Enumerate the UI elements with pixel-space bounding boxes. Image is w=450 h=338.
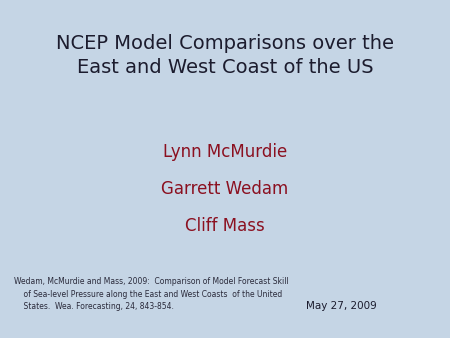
Text: May 27, 2009: May 27, 2009 — [306, 301, 377, 311]
Text: Cliff Mass: Cliff Mass — [185, 217, 265, 236]
Text: Wedam, McMurdie and Mass, 2009:  Comparison of Model Forecast Skill
    of Sea-l: Wedam, McMurdie and Mass, 2009: Comparis… — [14, 277, 288, 311]
Text: NCEP Model Comparisons over the
East and West Coast of the US: NCEP Model Comparisons over the East and… — [56, 34, 394, 77]
Text: Lynn McMurdie: Lynn McMurdie — [163, 143, 287, 161]
Text: Garrett Wedam: Garrett Wedam — [162, 180, 288, 198]
